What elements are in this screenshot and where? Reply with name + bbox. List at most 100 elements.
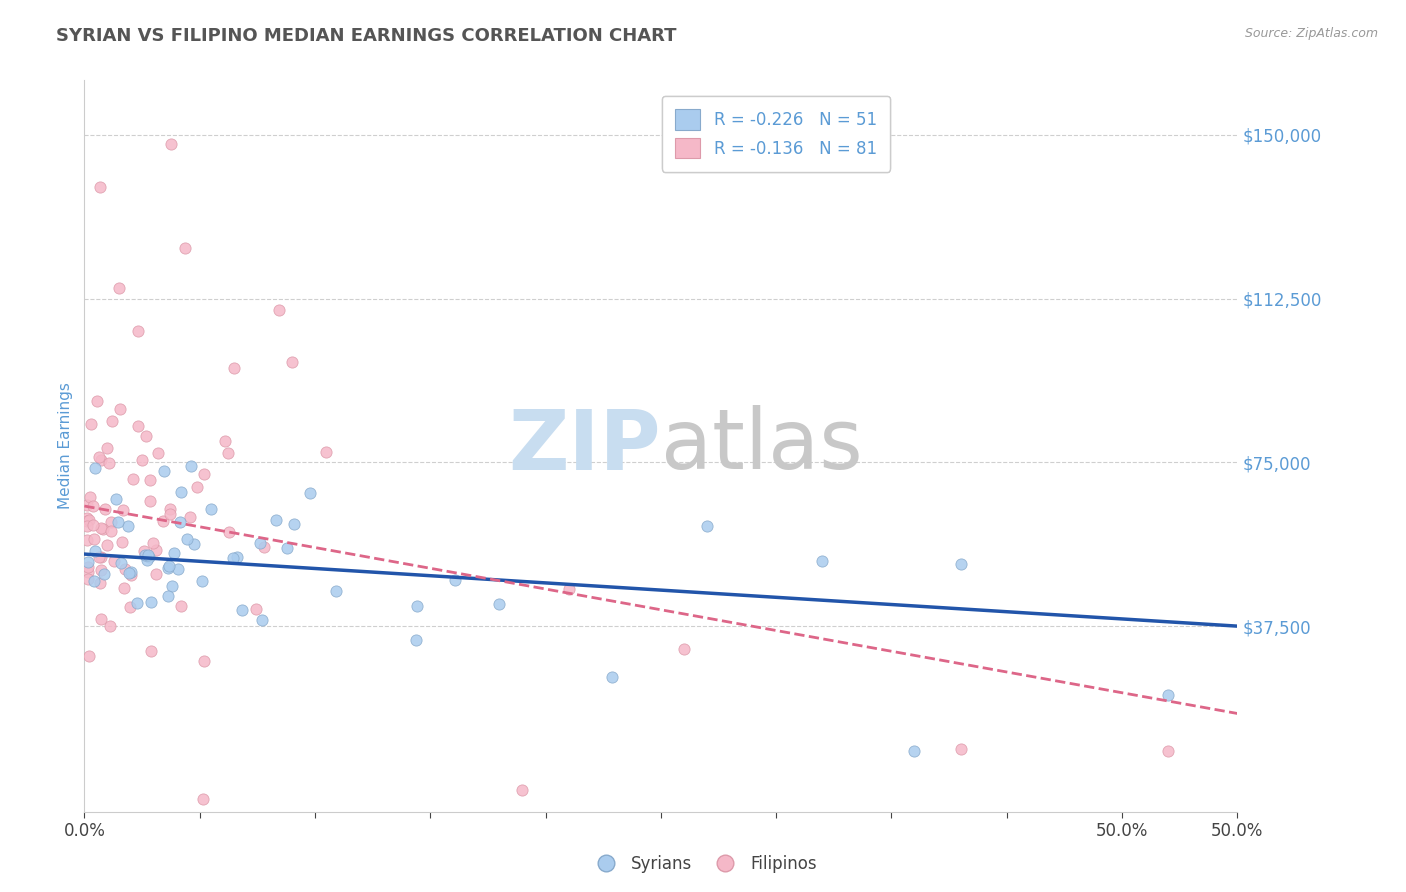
- Point: [76, 533, 98, 547]
- Point: [79, 491, 101, 505]
- Point: [118, 566, 141, 580]
- Point: [112, 581, 135, 595]
- Point: [108, 402, 131, 417]
- Point: [136, 553, 159, 567]
- Point: [77, 648, 100, 663]
- Point: [193, 654, 215, 668]
- Point: [114, 562, 136, 576]
- Point: [90, 452, 112, 467]
- Legend: R = -0.226   N = 51, R = -0.136   N = 81: R = -0.226 N = 51, R = -0.136 N = 81: [662, 96, 890, 171]
- Point: [87, 450, 110, 465]
- Point: [170, 599, 193, 613]
- Point: [224, 361, 246, 376]
- Point: [1157, 744, 1180, 758]
- Point: [160, 579, 183, 593]
- Point: [110, 556, 132, 570]
- Point: [949, 557, 972, 571]
- Point: [159, 501, 181, 516]
- Point: [266, 513, 288, 527]
- Point: [83, 461, 105, 475]
- Point: [193, 467, 215, 482]
- Point: [186, 480, 208, 494]
- Point: [120, 567, 142, 582]
- Point: [76, 514, 98, 528]
- Point: [169, 515, 191, 529]
- Point: [83, 574, 105, 588]
- Point: [111, 534, 134, 549]
- Point: [82, 518, 104, 533]
- Point: [89, 180, 111, 194]
- Point: [169, 485, 191, 500]
- Point: [191, 791, 214, 805]
- Point: [77, 512, 100, 526]
- Point: [267, 302, 290, 317]
- Point: [250, 613, 273, 627]
- Point: [298, 486, 321, 500]
- Point: [811, 554, 834, 568]
- Point: [146, 446, 169, 460]
- Point: [231, 603, 253, 617]
- Point: [134, 548, 156, 562]
- Point: [100, 524, 122, 538]
- Point: [176, 533, 198, 547]
- Point: [217, 446, 239, 460]
- Point: [98, 456, 121, 470]
- Point: [139, 473, 162, 487]
- Point: [141, 643, 163, 657]
- Point: [135, 429, 157, 443]
- Point: [672, 641, 695, 656]
- Point: [160, 136, 183, 151]
- Point: [76, 519, 98, 533]
- Point: [191, 574, 214, 588]
- Point: [253, 541, 276, 555]
- Point: [142, 535, 165, 549]
- Point: [117, 518, 139, 533]
- Point: [183, 537, 205, 551]
- Point: [125, 596, 148, 610]
- Point: [325, 584, 347, 599]
- Point: [221, 550, 243, 565]
- Point: [96, 538, 118, 552]
- Text: Source: ZipAtlas.com: Source: ZipAtlas.com: [1244, 27, 1378, 40]
- Point: [120, 600, 142, 615]
- Point: [105, 492, 128, 507]
- Point: [245, 601, 267, 615]
- Point: [218, 524, 240, 539]
- Point: [77, 559, 100, 574]
- Point: [76, 511, 98, 525]
- Point: [108, 281, 131, 295]
- Point: [249, 536, 271, 550]
- Point: [949, 741, 972, 756]
- Point: [120, 565, 142, 579]
- Point: [83, 533, 105, 547]
- Point: [156, 561, 179, 575]
- Point: [405, 599, 427, 613]
- Point: [89, 549, 111, 564]
- Point: [173, 241, 195, 255]
- Text: SYRIAN VS FILIPINO MEDIAN EARNINGS CORRELATION CHART: SYRIAN VS FILIPINO MEDIAN EARNINGS CORRE…: [56, 27, 676, 45]
- Point: [139, 494, 162, 508]
- Point: [157, 558, 180, 573]
- Point: [128, 324, 150, 338]
- Point: [138, 548, 160, 562]
- Point: [89, 576, 111, 591]
- Point: [443, 573, 465, 587]
- Point: [90, 521, 112, 535]
- Point: [82, 500, 104, 514]
- Point: [166, 561, 188, 575]
- Text: atlas: atlas: [661, 406, 862, 486]
- Point: [103, 554, 125, 568]
- Y-axis label: Median Earnings: Median Earnings: [58, 383, 73, 509]
- Point: [139, 595, 162, 609]
- Point: [107, 516, 129, 530]
- Point: [77, 572, 100, 586]
- Point: [121, 472, 143, 486]
- Point: [91, 522, 114, 536]
- Point: [145, 542, 167, 557]
- Point: [903, 743, 925, 757]
- Point: [405, 632, 427, 647]
- Point: [153, 464, 176, 478]
- Point: [180, 458, 202, 473]
- Point: [86, 393, 108, 408]
- Point: [93, 567, 115, 582]
